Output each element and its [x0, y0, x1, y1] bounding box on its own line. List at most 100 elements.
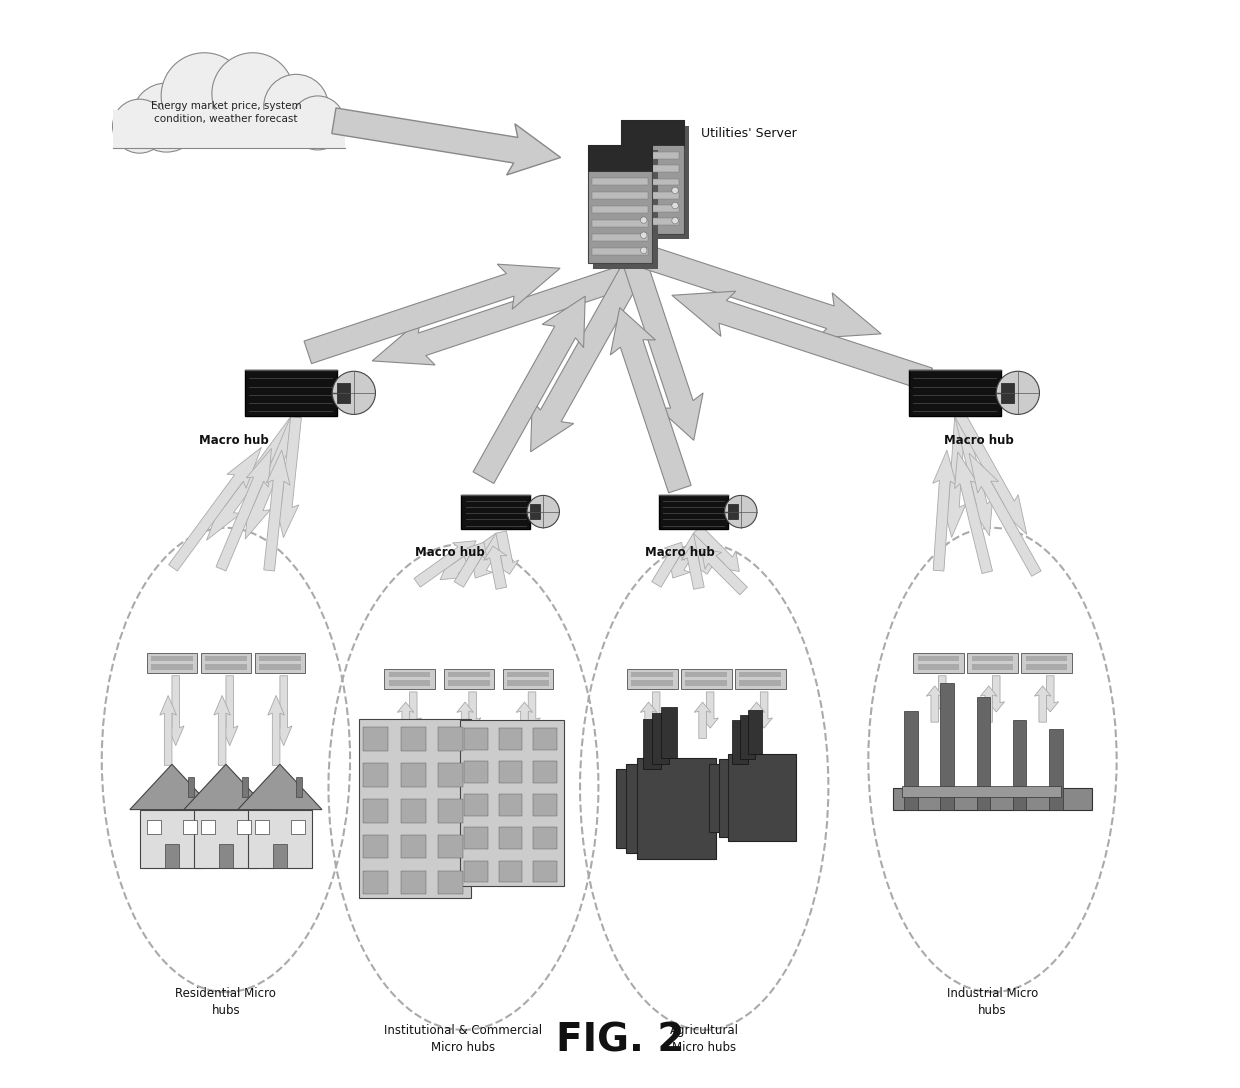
Bar: [438, 727, 464, 751]
Bar: [686, 671, 728, 677]
FancyArrow shape: [926, 685, 944, 722]
Bar: [255, 819, 269, 833]
Bar: [909, 370, 1001, 416]
Bar: [661, 707, 677, 758]
Bar: [631, 671, 673, 677]
Bar: [401, 727, 425, 751]
Bar: [652, 713, 668, 764]
Circle shape: [332, 371, 376, 415]
Bar: [205, 656, 247, 662]
Bar: [464, 861, 487, 882]
FancyArrow shape: [610, 308, 691, 493]
Bar: [686, 680, 728, 685]
Bar: [401, 834, 425, 858]
Text: Agricultural
Micro hubs: Agricultural Micro hubs: [670, 1025, 739, 1054]
Bar: [498, 861, 522, 882]
Bar: [626, 764, 711, 853]
FancyArrow shape: [932, 450, 956, 571]
Bar: [401, 799, 425, 823]
FancyArrow shape: [264, 450, 290, 571]
Bar: [615, 769, 706, 848]
Bar: [591, 234, 649, 240]
Bar: [273, 843, 286, 868]
FancyArrow shape: [472, 296, 585, 483]
Bar: [244, 370, 336, 416]
Bar: [631, 680, 673, 685]
FancyArrow shape: [702, 549, 748, 595]
Bar: [1022, 653, 1071, 672]
Bar: [461, 495, 531, 529]
FancyArrow shape: [456, 702, 474, 739]
Text: Residential Micro
hubs: Residential Micro hubs: [176, 987, 277, 1016]
Bar: [709, 764, 787, 831]
Bar: [591, 206, 649, 213]
Bar: [733, 720, 748, 764]
Bar: [148, 819, 161, 833]
Bar: [749, 710, 761, 754]
Bar: [237, 819, 250, 833]
FancyArrow shape: [414, 541, 476, 588]
Text: Macro hub: Macro hub: [944, 434, 1013, 447]
FancyArrow shape: [454, 542, 487, 588]
Text: Energy market price, system
condition, weather forecast: Energy market price, system condition, w…: [150, 100, 301, 124]
Bar: [140, 809, 205, 868]
Text: Industrial Micro
hubs: Industrial Micro hubs: [947, 987, 1038, 1016]
FancyArrow shape: [693, 526, 739, 571]
Bar: [113, 110, 345, 148]
Bar: [498, 828, 522, 850]
FancyArrow shape: [372, 265, 629, 364]
FancyArrow shape: [621, 238, 882, 338]
Bar: [728, 754, 796, 841]
Bar: [658, 495, 728, 529]
Bar: [728, 505, 738, 519]
FancyArrow shape: [213, 695, 231, 765]
Circle shape: [113, 99, 166, 153]
FancyArrow shape: [942, 417, 966, 537]
Bar: [464, 728, 487, 750]
Bar: [401, 763, 425, 787]
Bar: [625, 178, 680, 185]
Bar: [464, 794, 487, 816]
Bar: [533, 794, 557, 816]
FancyArrow shape: [160, 695, 176, 765]
Circle shape: [264, 74, 329, 139]
Bar: [718, 758, 791, 837]
Bar: [593, 150, 657, 269]
Bar: [448, 680, 490, 685]
Bar: [972, 664, 1013, 669]
Bar: [498, 794, 522, 816]
Circle shape: [641, 217, 647, 223]
Bar: [642, 719, 661, 769]
Bar: [1025, 656, 1068, 662]
Circle shape: [641, 232, 647, 238]
Bar: [363, 799, 388, 823]
Bar: [201, 653, 252, 672]
FancyArrow shape: [748, 702, 765, 739]
Circle shape: [527, 495, 559, 528]
Bar: [464, 762, 487, 783]
Bar: [739, 680, 781, 685]
Bar: [977, 697, 991, 811]
Bar: [1049, 729, 1063, 811]
Bar: [735, 669, 786, 689]
Bar: [507, 671, 549, 677]
Bar: [438, 834, 464, 858]
Circle shape: [212, 52, 294, 135]
Bar: [533, 728, 557, 750]
Bar: [591, 178, 649, 185]
Bar: [146, 653, 197, 672]
Text: Macro hub: Macro hub: [645, 546, 714, 559]
Bar: [444, 669, 494, 689]
FancyArrow shape: [955, 415, 993, 535]
Bar: [918, 664, 960, 669]
Bar: [182, 819, 197, 833]
Text: Macro hub: Macro hub: [415, 546, 485, 559]
FancyArrow shape: [988, 676, 1004, 712]
Bar: [242, 777, 248, 796]
FancyArrow shape: [955, 452, 992, 573]
FancyArrow shape: [167, 676, 184, 745]
Circle shape: [161, 52, 248, 139]
FancyArrow shape: [304, 264, 560, 363]
Text: Institutional & Commercial
Micro hubs: Institutional & Commercial Micro hubs: [384, 1025, 543, 1054]
Bar: [625, 206, 680, 212]
